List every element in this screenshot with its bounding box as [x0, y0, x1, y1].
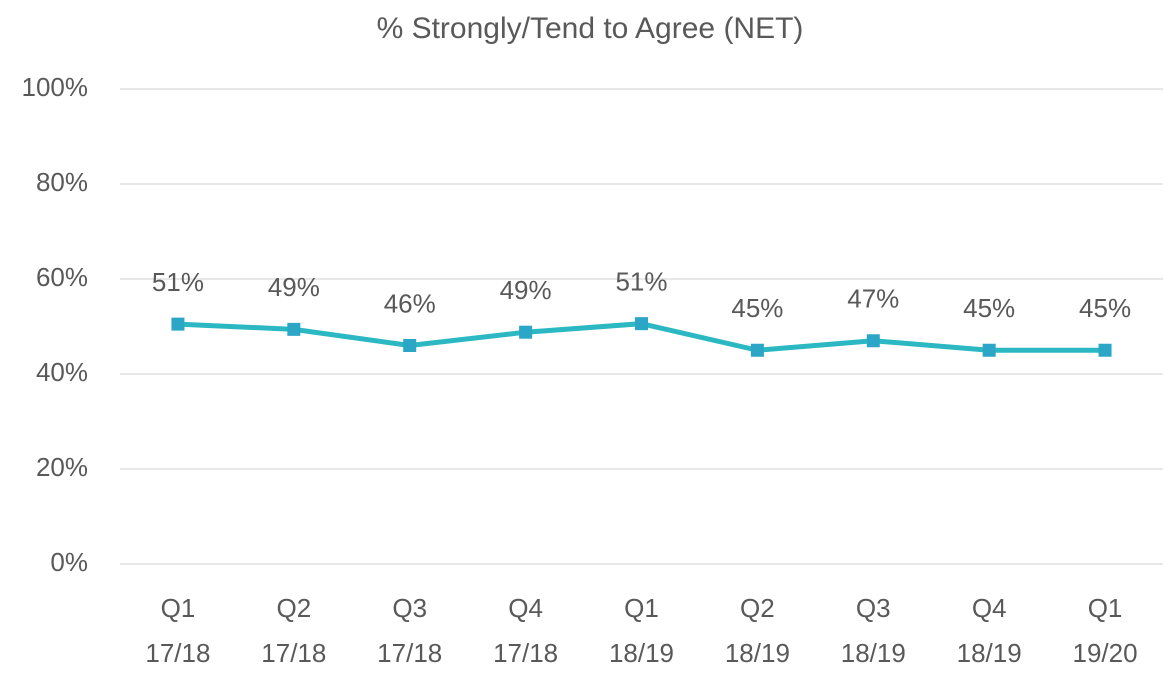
chart-title: % Strongly/Tend to Agree (NET) — [377, 12, 804, 45]
x-tick-label: Q3 18/19 — [841, 593, 906, 668]
y-tick-label: 0% — [50, 547, 88, 577]
x-tick-label: Q4 17/18 — [493, 593, 558, 668]
x-tick-label: Q1 18/19 — [609, 593, 674, 668]
marker — [635, 317, 648, 331]
x-tick-label: Q2 18/19 — [725, 593, 790, 668]
marker — [403, 339, 417, 352]
x-tick-label: Q1 17/18 — [145, 593, 210, 668]
marker — [519, 325, 533, 339]
marker — [171, 317, 185, 331]
value-label: 45% — [1079, 293, 1131, 323]
value-label: 51% — [615, 267, 667, 297]
value-label: 49% — [268, 272, 320, 302]
y-tick-label: 100% — [22, 72, 89, 102]
marker — [982, 343, 996, 357]
value-label: 45% — [963, 293, 1015, 323]
x-tick-label: Q3 17/18 — [377, 593, 442, 668]
y-tick-label: 20% — [36, 452, 88, 482]
marker — [866, 334, 880, 348]
value-label: 47% — [847, 284, 899, 314]
y-tick-label: 40% — [36, 357, 88, 387]
value-label: 49% — [500, 275, 552, 305]
marker — [750, 343, 764, 357]
x-tick-label: Q2 17/18 — [261, 593, 326, 668]
marker — [1098, 343, 1112, 357]
value-label: 51% — [152, 267, 204, 297]
value-label: 45% — [731, 293, 783, 323]
x-tick-label: Q1 19/20 — [1073, 593, 1138, 668]
y-tick-label: 60% — [36, 262, 88, 292]
y-tick-label: 80% — [36, 167, 88, 197]
value-label: 46% — [384, 288, 436, 318]
marker — [287, 322, 301, 336]
x-tick-label: Q4 18/19 — [957, 593, 1022, 668]
